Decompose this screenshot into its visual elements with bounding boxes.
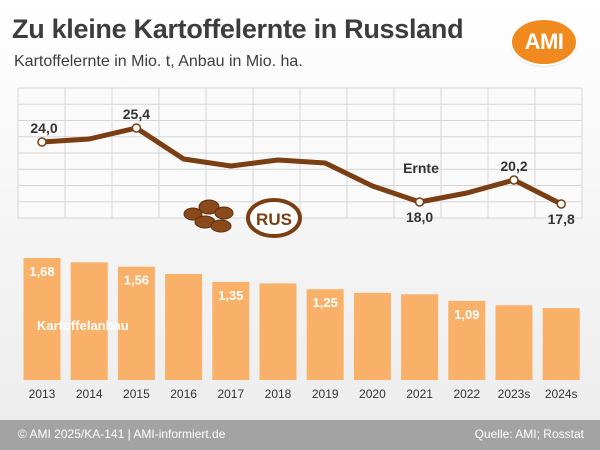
ernte-point [556, 199, 566, 209]
ernte-point [37, 137, 47, 147]
x-axis-tick-label: 2018 [265, 387, 292, 401]
footer-copyright: © AMI 2025/KA-141 | AMI-informiert.de [18, 427, 226, 441]
chart-title: Zu kleine Kartoffelernte in Russland [12, 14, 464, 44]
bar [448, 300, 486, 380]
x-axis-tick-label: 2016 [170, 387, 197, 401]
footer-source: Quelle: AMI; Rosstat [474, 427, 584, 441]
potato-icon [183, 207, 203, 221]
ernte-line [39, 125, 564, 207]
bar-data-label: 1,09 [454, 307, 479, 322]
bar-data-label: 1,25 [313, 295, 338, 310]
ernte-data-label: 25,4 [123, 106, 150, 122]
ernte-point [509, 175, 519, 185]
ernte-data-label: 18,0 [406, 209, 433, 225]
bar [259, 283, 297, 380]
bar [70, 262, 108, 380]
potato-icon [214, 206, 234, 220]
x-axis-tick-label: 2017 [217, 387, 244, 401]
bar [353, 292, 391, 380]
bar-series-label: Kartoffelanbau [37, 318, 129, 333]
chart-subtitle: Kartoffelernte in Mio. t, Anbau in Mio. … [14, 53, 303, 70]
x-axis-tick-label: 2013 [29, 387, 56, 401]
ernte-data-label: 24,0 [30, 120, 57, 136]
rus-badge [246, 198, 302, 238]
potato-icon [210, 219, 232, 233]
x-axis-tick-label: 2022 [453, 387, 480, 401]
ernte-data-label: 20,2 [500, 158, 527, 174]
ernte-point [414, 197, 425, 207]
chart-svg: RUS 24,0 25,4 18,0 20,2 17,8 Ernte 1,68 1,56 1,35… [17, 87, 583, 401]
bar [495, 305, 533, 380]
bar-data-label: 1,68 [29, 264, 54, 279]
bar [306, 289, 344, 380]
potato-icon [198, 199, 220, 215]
bar [165, 273, 203, 380]
bar [542, 308, 580, 380]
bar [212, 281, 250, 380]
bar-data-label: 1,35 [218, 288, 243, 303]
bar [401, 294, 439, 380]
ernte-data-label: 17,8 [548, 211, 575, 227]
bar [23, 258, 61, 380]
x-axis-tick-label: 2023s [498, 387, 531, 401]
x-axis-tick-label: 2020 [359, 387, 386, 401]
x-axis-tick-label: 2014 [76, 387, 103, 401]
x-axis-tick-label: 2021 [406, 387, 433, 401]
footer-bar [0, 420, 600, 450]
ernte-point [131, 123, 142, 133]
x-axis-tick-label: 2015 [123, 387, 150, 401]
ami-logo: AMI [512, 20, 576, 64]
ernte-series-label: Ernte [403, 160, 439, 176]
x-axis-tick-label: 2019 [312, 387, 339, 401]
x-axis-tick-label: 2024s [545, 387, 578, 401]
bar-data-label: 1,56 [124, 273, 149, 288]
rus-badge-label: RUS [256, 210, 292, 229]
bar [117, 266, 155, 380]
